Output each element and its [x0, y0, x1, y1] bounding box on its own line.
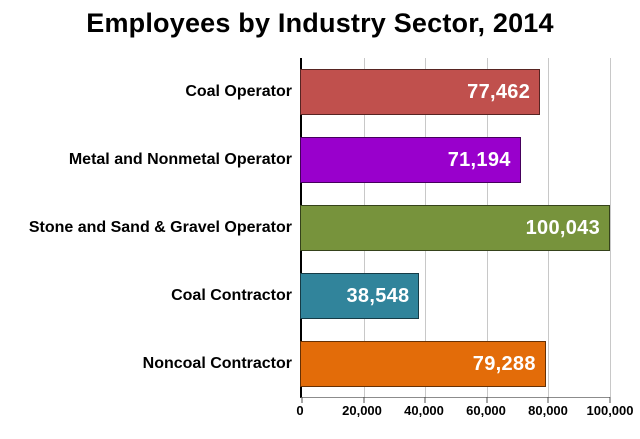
bar-row: Noncoal Contractor 79,288: [0, 330, 610, 398]
x-axis-tick: [424, 397, 426, 403]
bar-track: 38,548: [300, 262, 610, 330]
chart-area: Coal Operator 77,462 Metal and Nonmetal Op…: [0, 58, 611, 403]
bar-value-label: 71,194: [447, 148, 511, 171]
bar-value-label: 38,548: [346, 284, 410, 307]
bar: 38,548: [300, 273, 420, 319]
category-label: Stone and Sand & Gravel Operator: [28, 218, 292, 236]
x-axis-tick: [609, 397, 611, 403]
x-axis-tick-label: 60,000: [466, 403, 506, 418]
x-axis-tick-label: 40,000: [404, 403, 444, 418]
x-axis-tick: [363, 397, 365, 403]
x-axis-tick-label: 100,000: [586, 403, 634, 418]
x-axis-tick-label: 80,000: [528, 403, 568, 418]
x-axis-labels: 0 20,000 40,000 60,000 80,000 100,000: [296, 403, 633, 421]
bar: 77,462: [300, 69, 541, 115]
bar-rows: Coal Operator 77,462 Metal and Nonmetal Op…: [0, 58, 610, 398]
x-axis-tick: [486, 397, 488, 403]
bar-value-label: 100,043: [525, 216, 600, 239]
bar-value-label: 79,288: [472, 352, 536, 375]
category-label: Coal Operator: [185, 82, 292, 100]
x-axis-tick-label: 20,000: [342, 403, 382, 418]
bar-row: Coal Operator 77,462: [0, 58, 610, 126]
x-axis-tick: [301, 397, 303, 403]
category-label: Coal Contractor: [171, 286, 292, 304]
chart-title: Employees by Industry Sector, 2014: [86, 8, 554, 38]
bar-track: 77,462: [300, 58, 610, 126]
bar-track: 100,043: [300, 194, 610, 262]
x-axis-tick-label: 0: [296, 403, 304, 418]
category-label: Noncoal Contractor: [142, 354, 292, 372]
bar: 79,288: [300, 341, 546, 387]
category-label: Metal and Nonmetal Operator: [68, 150, 292, 168]
bar: 71,194: [300, 137, 521, 183]
bar-track: 79,288: [300, 330, 610, 398]
bar: 100,043: [300, 205, 610, 251]
bar-row: Stone and Sand & Gravel Operator 100,043: [0, 194, 610, 262]
bar-row: Metal and Nonmetal Operator 71,194: [0, 126, 610, 194]
bar-track: 71,194: [300, 126, 610, 194]
bar-value-label: 77,462: [467, 80, 531, 103]
x-axis-tick: [547, 397, 549, 403]
bar-row: Coal Contractor 38,548: [0, 262, 610, 330]
gridline: [610, 58, 611, 397]
